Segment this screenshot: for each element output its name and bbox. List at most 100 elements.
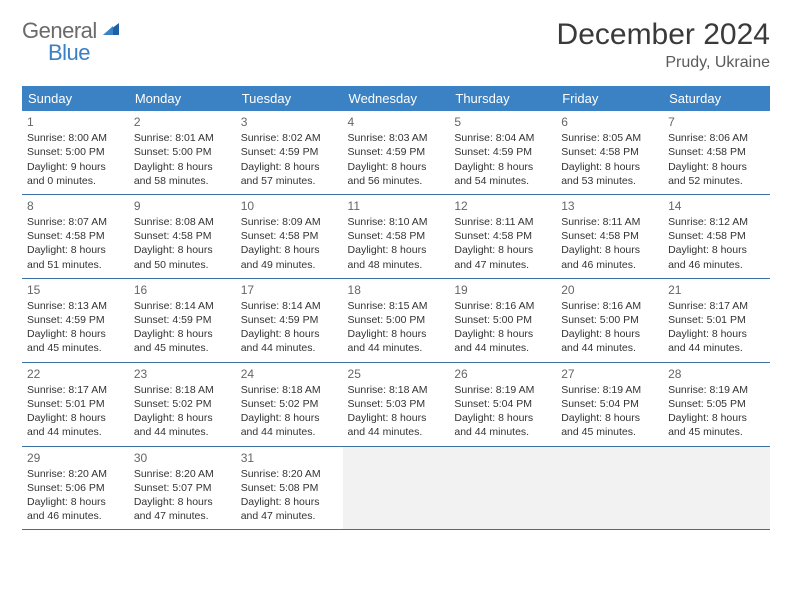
calendar-day-cell: 23Sunrise: 8:18 AMSunset: 5:02 PMDayligh…: [129, 362, 236, 446]
calendar-day-cell: [343, 446, 450, 530]
sunset-line: Sunset: 4:59 PM: [241, 145, 338, 159]
day-number: 5: [454, 114, 551, 130]
sunset-line: Sunset: 4:58 PM: [134, 229, 231, 243]
sunrise-line: Sunrise: 8:19 AM: [454, 383, 551, 397]
calendar-day-cell: 31Sunrise: 8:20 AMSunset: 5:08 PMDayligh…: [236, 446, 343, 530]
sunrise-line: Sunrise: 8:18 AM: [134, 383, 231, 397]
brand-part2: Blue: [48, 40, 90, 66]
sunset-line: Sunset: 5:00 PM: [348, 313, 445, 327]
daylight-line: and 46 minutes.: [668, 258, 765, 272]
sunset-line: Sunset: 5:01 PM: [27, 397, 124, 411]
sunrise-line: Sunrise: 8:17 AM: [668, 299, 765, 313]
daylight-line: Daylight: 8 hours: [561, 243, 658, 257]
daylight-line: and 47 minutes.: [134, 509, 231, 523]
daylight-line: Daylight: 8 hours: [27, 327, 124, 341]
daylight-line: Daylight: 8 hours: [668, 327, 765, 341]
sunrise-line: Sunrise: 8:11 AM: [454, 215, 551, 229]
daylight-line: Daylight: 8 hours: [134, 327, 231, 341]
daylight-line: and 52 minutes.: [668, 174, 765, 188]
daylight-line: Daylight: 8 hours: [241, 411, 338, 425]
sunset-line: Sunset: 4:58 PM: [668, 229, 765, 243]
daylight-line: Daylight: 8 hours: [27, 243, 124, 257]
sunset-line: Sunset: 5:04 PM: [561, 397, 658, 411]
calendar-week-row: 29Sunrise: 8:20 AMSunset: 5:06 PMDayligh…: [22, 446, 770, 530]
col-thursday: Thursday: [449, 86, 556, 111]
brand-logo: General Blue: [22, 18, 123, 44]
daylight-line: and 45 minutes.: [668, 425, 765, 439]
calendar-day-cell: 11Sunrise: 8:10 AMSunset: 4:58 PMDayligh…: [343, 194, 450, 278]
daylight-line: and 46 minutes.: [27, 509, 124, 523]
daylight-line: Daylight: 8 hours: [241, 160, 338, 174]
daylight-line: and 46 minutes.: [561, 258, 658, 272]
calendar-day-cell: 24Sunrise: 8:18 AMSunset: 5:02 PMDayligh…: [236, 362, 343, 446]
sunrise-line: Sunrise: 8:20 AM: [134, 467, 231, 481]
sunset-line: Sunset: 5:00 PM: [134, 145, 231, 159]
day-number: 24: [241, 366, 338, 382]
calendar-day-cell: 13Sunrise: 8:11 AMSunset: 4:58 PMDayligh…: [556, 194, 663, 278]
sunrise-line: Sunrise: 8:15 AM: [348, 299, 445, 313]
daylight-line: and 44 minutes.: [241, 341, 338, 355]
sunset-line: Sunset: 5:00 PM: [454, 313, 551, 327]
daylight-line: Daylight: 8 hours: [348, 411, 445, 425]
day-number: 31: [241, 450, 338, 466]
col-wednesday: Wednesday: [343, 86, 450, 111]
calendar-day-cell: 15Sunrise: 8:13 AMSunset: 4:59 PMDayligh…: [22, 278, 129, 362]
sunset-line: Sunset: 4:58 PM: [454, 229, 551, 243]
daylight-line: Daylight: 8 hours: [241, 243, 338, 257]
daylight-line: and 48 minutes.: [348, 258, 445, 272]
calendar-day-cell: 16Sunrise: 8:14 AMSunset: 4:59 PMDayligh…: [129, 278, 236, 362]
calendar-day-cell: 9Sunrise: 8:08 AMSunset: 4:58 PMDaylight…: [129, 194, 236, 278]
sunset-line: Sunset: 4:59 PM: [454, 145, 551, 159]
header-row: Sunday Monday Tuesday Wednesday Thursday…: [22, 86, 770, 111]
calendar-week-row: 15Sunrise: 8:13 AMSunset: 4:59 PMDayligh…: [22, 278, 770, 362]
day-number: 13: [561, 198, 658, 214]
calendar-day-cell: 29Sunrise: 8:20 AMSunset: 5:06 PMDayligh…: [22, 446, 129, 530]
calendar-day-cell: 12Sunrise: 8:11 AMSunset: 4:58 PMDayligh…: [449, 194, 556, 278]
sunrise-line: Sunrise: 8:03 AM: [348, 131, 445, 145]
calendar-day-cell: 10Sunrise: 8:09 AMSunset: 4:58 PMDayligh…: [236, 194, 343, 278]
sunrise-line: Sunrise: 8:19 AM: [561, 383, 658, 397]
day-number: 3: [241, 114, 338, 130]
sunrise-line: Sunrise: 8:11 AM: [561, 215, 658, 229]
daylight-line: and 44 minutes.: [561, 341, 658, 355]
daylight-line: and 51 minutes.: [27, 258, 124, 272]
day-number: 11: [348, 198, 445, 214]
sunset-line: Sunset: 4:58 PM: [348, 229, 445, 243]
day-number: 20: [561, 282, 658, 298]
calendar-day-cell: 20Sunrise: 8:16 AMSunset: 5:00 PMDayligh…: [556, 278, 663, 362]
calendar-day-cell: 17Sunrise: 8:14 AMSunset: 4:59 PMDayligh…: [236, 278, 343, 362]
sunset-line: Sunset: 4:59 PM: [348, 145, 445, 159]
sunrise-line: Sunrise: 8:20 AM: [241, 467, 338, 481]
daylight-line: and 45 minutes.: [561, 425, 658, 439]
day-number: 27: [561, 366, 658, 382]
day-number: 23: [134, 366, 231, 382]
daylight-line: and 45 minutes.: [27, 341, 124, 355]
calendar-day-cell: 1Sunrise: 8:00 AMSunset: 5:00 PMDaylight…: [22, 111, 129, 194]
sunrise-line: Sunrise: 8:16 AM: [561, 299, 658, 313]
sunset-line: Sunset: 4:58 PM: [668, 145, 765, 159]
daylight-line: and 44 minutes.: [27, 425, 124, 439]
day-number: 19: [454, 282, 551, 298]
day-number: 6: [561, 114, 658, 130]
daylight-line: Daylight: 8 hours: [561, 411, 658, 425]
sunset-line: Sunset: 5:08 PM: [241, 481, 338, 495]
col-monday: Monday: [129, 86, 236, 111]
daylight-line: and 54 minutes.: [454, 174, 551, 188]
page-title: December 2024: [557, 18, 770, 52]
sunset-line: Sunset: 4:58 PM: [241, 229, 338, 243]
calendar-day-cell: 2Sunrise: 8:01 AMSunset: 5:00 PMDaylight…: [129, 111, 236, 194]
sunrise-line: Sunrise: 8:00 AM: [27, 131, 124, 145]
sunset-line: Sunset: 5:01 PM: [668, 313, 765, 327]
daylight-line: and 44 minutes.: [241, 425, 338, 439]
col-sunday: Sunday: [22, 86, 129, 111]
daylight-line: Daylight: 8 hours: [348, 243, 445, 257]
calendar-day-cell: 21Sunrise: 8:17 AMSunset: 5:01 PMDayligh…: [663, 278, 770, 362]
daylight-line: and 58 minutes.: [134, 174, 231, 188]
sunset-line: Sunset: 5:06 PM: [27, 481, 124, 495]
sunrise-line: Sunrise: 8:20 AM: [27, 467, 124, 481]
sunrise-line: Sunrise: 8:18 AM: [348, 383, 445, 397]
calendar-day-cell: 6Sunrise: 8:05 AMSunset: 4:58 PMDaylight…: [556, 111, 663, 194]
daylight-line: and 44 minutes.: [348, 341, 445, 355]
calendar-day-cell: 30Sunrise: 8:20 AMSunset: 5:07 PMDayligh…: [129, 446, 236, 530]
calendar-day-cell: 18Sunrise: 8:15 AMSunset: 5:00 PMDayligh…: [343, 278, 450, 362]
